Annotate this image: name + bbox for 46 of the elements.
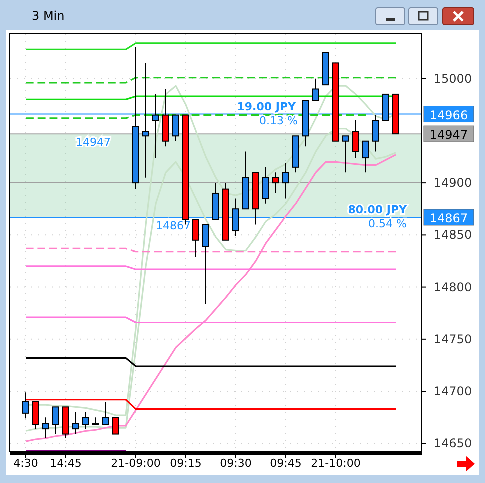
ref-line-label: 14966 — [430, 108, 468, 122]
candlestick — [52, 406, 60, 435]
candlestick — [72, 412, 80, 435]
y-tick-label: 14800 — [434, 280, 472, 294]
y-tick-label: 14900 — [434, 176, 472, 190]
annotation: 0.13 % — [260, 114, 298, 128]
x-tick-label: 09:45 — [270, 457, 302, 470]
candlestick — [282, 162, 290, 200]
x-tick-label: 09:30 — [220, 457, 252, 470]
candlestick — [22, 392, 30, 420]
candlestick — [192, 219, 200, 258]
candlestick — [172, 114, 180, 142]
candlestick — [272, 172, 280, 194]
candlestick — [362, 140, 370, 174]
annotation: 0.54 % — [368, 217, 407, 230]
candlestick — [202, 224, 210, 304]
chart-title: 3 Min — [32, 9, 65, 23]
candlestick — [92, 417, 100, 426]
y-tick-label: 14850 — [434, 228, 472, 242]
y-tick-label: 14700 — [434, 384, 472, 399]
x-tick-label: 09:15 — [170, 457, 202, 470]
x-tick-label: 4:30 — [14, 457, 38, 470]
candlestick — [312, 78, 320, 102]
candlestick — [152, 94, 160, 159]
y-tick-label: 14650 — [434, 436, 472, 451]
candlestick — [102, 401, 110, 426]
annotation: 80.00 JPY — [348, 203, 408, 216]
candlestick — [262, 166, 270, 204]
x-tick-label: 21-10:00 — [311, 457, 361, 470]
candlestick — [232, 198, 240, 237]
candlestick — [342, 136, 350, 174]
candlestick — [82, 412, 90, 430]
ref-line-label: 14867 — [430, 211, 468, 226]
annotation: 14867 — [156, 219, 191, 232]
y-tick-label: 14750 — [434, 332, 472, 346]
ref-line-label: 14947 — [430, 128, 468, 142]
annotation: 19.00 JPY — [237, 100, 298, 114]
candlestick — [42, 417, 50, 439]
candlestick — [142, 62, 150, 178]
candlestick — [352, 120, 360, 159]
annotation: 14947 — [76, 136, 111, 150]
candlestick — [372, 114, 380, 152]
y-tick-label: 15000 — [434, 72, 472, 86]
x-tick-label: 14:45 — [50, 457, 82, 470]
candlestick — [112, 417, 120, 435]
x-tick-label: 21-09:00 — [111, 457, 161, 470]
